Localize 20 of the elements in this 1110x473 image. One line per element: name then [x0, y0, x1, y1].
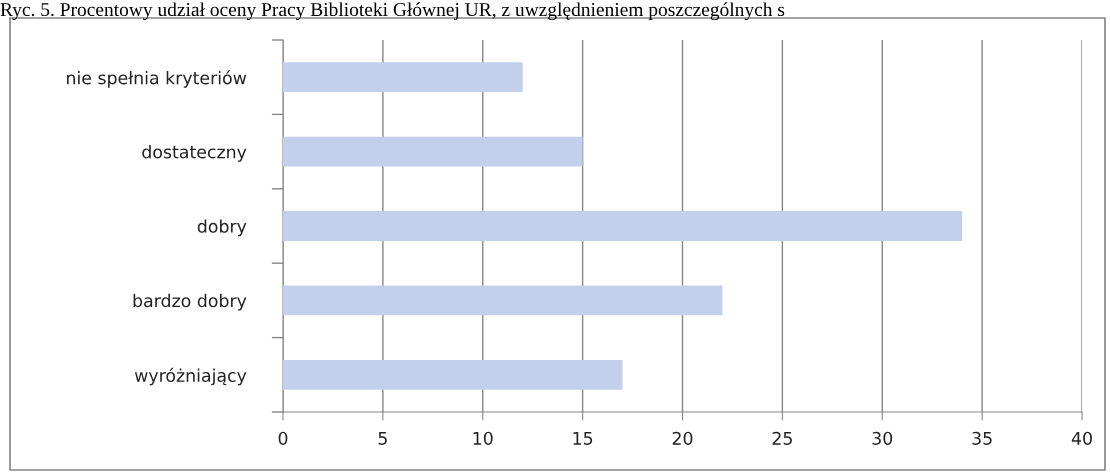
y-tick-label: wyróżniający: [134, 367, 247, 386]
x-tick-label: 5: [378, 431, 387, 445]
x-tick-label: 35: [972, 431, 992, 445]
x-tick-label: 40: [1071, 431, 1092, 445]
bar: [283, 359, 623, 390]
y-tick-label: nie spełnia kryteriów: [67, 70, 247, 88]
chart-title: Ryc. 5. Procentowy udział oceny Pracy Biblioteki Głównej UR, z uwzględnieniem poszczególnych s: [0, 2, 785, 21]
y-tick-label: dostateczny: [142, 145, 247, 162]
x-tick-label: 30: [872, 431, 893, 445]
x-tick-label: 25: [772, 431, 792, 445]
x-tick-label: 10: [473, 431, 493, 445]
bar: [283, 285, 723, 316]
y-tick-label: dobry: [197, 219, 247, 237]
bar: [283, 62, 523, 93]
y-tick-label: bardzo dobry: [133, 293, 247, 311]
x-tick-label: 0: [278, 431, 288, 445]
bar: [283, 136, 583, 167]
x-tick-label: 15: [573, 431, 593, 445]
bar: [283, 211, 963, 241]
x-tick-label: 20: [672, 431, 693, 445]
